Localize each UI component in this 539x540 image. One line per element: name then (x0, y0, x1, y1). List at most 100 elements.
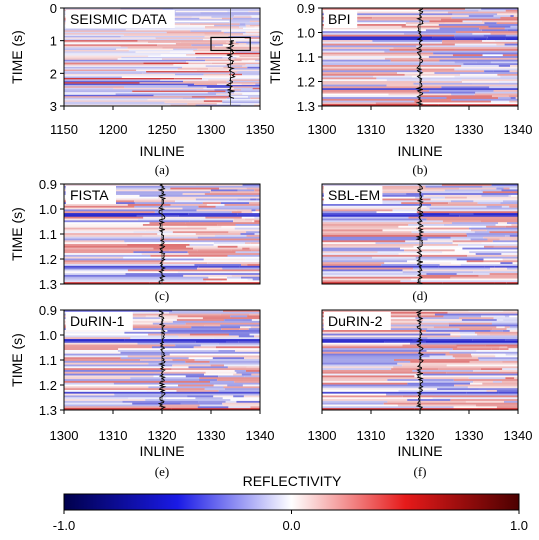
reflectivity-strip (236, 75, 260, 77)
reflectivity-strip (229, 96, 248, 98)
reflectivity-strip (459, 214, 518, 218)
reflectivity-strip (445, 353, 472, 356)
reflectivity-strip (216, 103, 260, 105)
reflectivity-strip (245, 23, 260, 26)
y-tick-label: 1.3 (39, 403, 57, 418)
reflectivity-strip (455, 38, 475, 41)
reflectivity-strip (322, 404, 398, 407)
reflectivity-strip (426, 273, 457, 276)
reflectivity-strip (386, 393, 518, 396)
y-tick-label: 1.0 (39, 202, 57, 217)
reflectivity-strip (64, 92, 208, 94)
reflectivity-strip (205, 65, 223, 68)
reflectivity-strip (64, 251, 134, 254)
reflectivity-strip (197, 267, 223, 270)
y-axis-label: TIME (s) (9, 333, 25, 387)
reflectivity-strip (251, 16, 260, 19)
reflectivity-strip (113, 87, 204, 90)
reflectivity-strip (478, 9, 506, 12)
colorbar: REFLECTIVITY -1.0 0.0 1.0 (53, 473, 528, 533)
reflectivity-strip (400, 280, 518, 283)
reflectivity-strip (198, 265, 240, 268)
reflectivity-strip (64, 48, 117, 51)
reflectivity-strip (458, 244, 518, 247)
reflectivity-strip (466, 391, 499, 394)
reflectivity-strip (498, 391, 518, 394)
reflectivity-strip (322, 59, 391, 62)
y-axis-label: TIME (s) (9, 207, 25, 261)
reflectivity-strip (148, 386, 224, 389)
reflectivity-strip (322, 278, 412, 281)
reflectivity-strip (251, 249, 260, 252)
reflectivity-strip (451, 16, 501, 19)
reflectivity-strip (322, 11, 448, 14)
reflectivity-strip (322, 77, 377, 80)
reflectivity-strip (474, 331, 518, 334)
reflectivity-strip (64, 244, 128, 247)
reflectivity-strip (245, 326, 251, 329)
reflectivity-strip (384, 262, 451, 265)
reflectivity-strip (222, 402, 260, 405)
reflectivity-strip (204, 33, 220, 35)
reflectivity-strip (397, 362, 518, 365)
reflectivity-strip (142, 72, 260, 75)
reflectivity-strip (489, 231, 518, 234)
reflectivity-strip (322, 337, 428, 340)
reflectivity-strip (509, 234, 518, 238)
reflectivity-strip (227, 10, 249, 13)
reflectivity-strip (401, 25, 489, 28)
reflectivity-strip (322, 100, 415, 103)
reflectivity-strip (113, 313, 221, 316)
reflectivity-strip (500, 202, 518, 205)
reflectivity-strip (244, 375, 260, 378)
reflectivity-strip (483, 258, 503, 261)
reflectivity-strip (460, 73, 498, 77)
reflectivity-strip (322, 22, 406, 25)
reflectivity-strip (322, 360, 411, 364)
reflectivity-strip (208, 68, 231, 70)
reflectivity-strip (398, 225, 472, 228)
reflectivity-strip (451, 93, 475, 96)
reflectivity-strip (185, 360, 210, 364)
reflectivity-strip (322, 98, 452, 101)
reflectivity-strip (476, 61, 491, 64)
reflectivity-strip (384, 50, 518, 53)
reflectivity-strip (501, 253, 518, 256)
reflectivity-strip (322, 377, 469, 380)
reflectivity-strip (64, 27, 205, 30)
reflectivity-strip (237, 189, 255, 192)
reflectivity-strip (167, 330, 260, 333)
reflectivity-strip (155, 37, 234, 40)
reflectivity-strip (474, 93, 518, 96)
reflectivity-strip (134, 205, 199, 208)
reflectivity-strip (163, 260, 260, 263)
reflectivity-strip (510, 65, 518, 68)
reflectivity-strip (504, 400, 518, 404)
reflectivity-strip (444, 196, 467, 199)
reflectivity-strip (447, 11, 518, 14)
reflectivity-strip (64, 278, 204, 281)
reflectivity-strip (322, 353, 446, 356)
reflectivity-strip (237, 245, 260, 248)
reflectivity-strip (64, 371, 206, 374)
reflectivity-strip (484, 265, 495, 268)
reflectivity-strip (417, 66, 518, 69)
reflectivity-strip (64, 55, 149, 58)
reflectivity-strip (64, 189, 211, 192)
panel-title: SEISMIC DATA (70, 11, 167, 27)
reflectivity-strip (64, 368, 172, 371)
reflectivity-strip (426, 350, 477, 353)
reflectivity-strip (397, 404, 476, 407)
reflectivity-strip (322, 8, 465, 11)
panel-caption: (b) (412, 162, 427, 177)
reflectivity-strip (427, 328, 460, 331)
reflectivity-strip (456, 344, 486, 347)
reflectivity-strip (509, 205, 518, 208)
reflectivity-strip (471, 229, 487, 232)
x-tick-label: 1150 (50, 122, 78, 137)
reflectivity-strip (482, 185, 497, 188)
reflectivity-strip (142, 234, 215, 238)
reflectivity-strip (393, 47, 518, 50)
reflectivity-strip (433, 52, 518, 55)
reflectivity-strip (421, 91, 476, 94)
